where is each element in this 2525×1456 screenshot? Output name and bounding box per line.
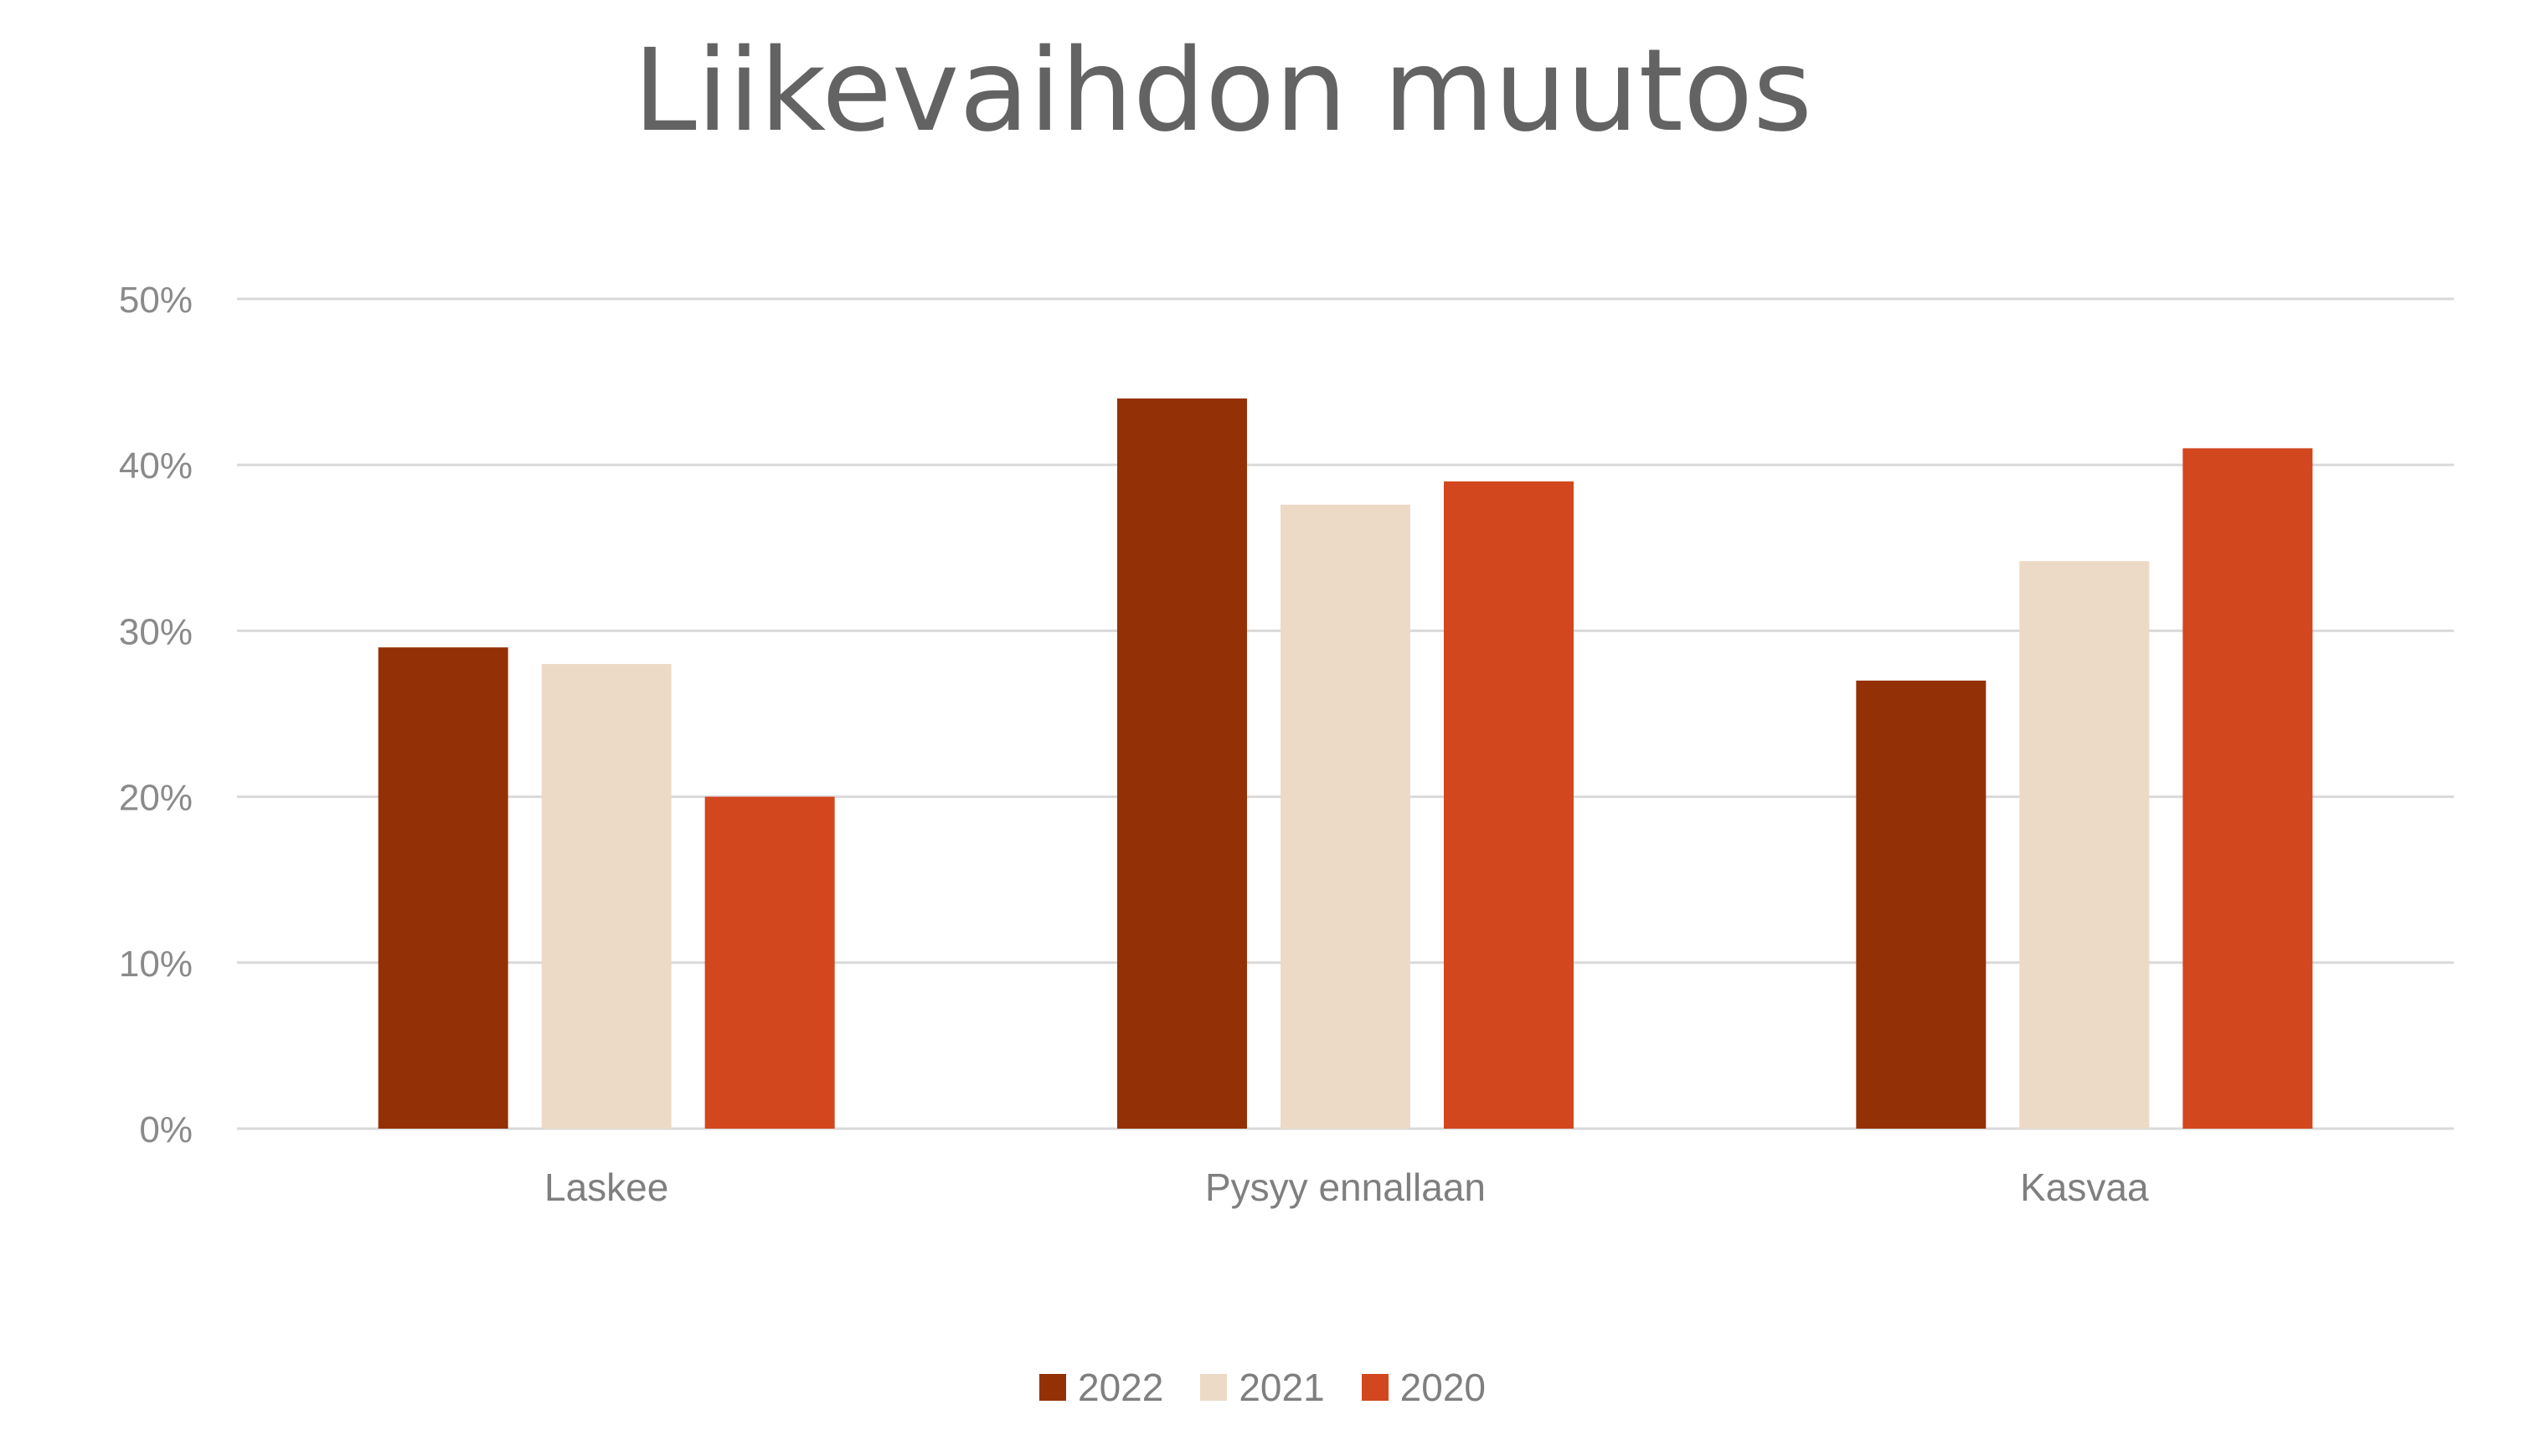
- x-tick-label: Laskee: [544, 1165, 668, 1209]
- chart-title: Liikevaihdon muutos: [633, 25, 1812, 157]
- y-tick-label: 10%: [119, 944, 193, 985]
- legend-label-2: 2020: [1399, 1366, 1487, 1409]
- bar: [1444, 481, 1574, 1129]
- bar: [1856, 680, 1987, 1129]
- legend-item-0: 2022: [1038, 1365, 1164, 1410]
- x-tick-label: Kasvaa: [2020, 1165, 2149, 1209]
- y-tick-label: 0%: [139, 1109, 193, 1150]
- bar: [541, 664, 672, 1129]
- y-tick-label: 50%: [119, 280, 193, 321]
- bar: [378, 647, 508, 1129]
- bar: [2182, 448, 2313, 1129]
- legend-label-0: 2022: [1077, 1366, 1164, 1409]
- y-tick-label: 20%: [119, 778, 193, 819]
- legend-item-1: 2021: [1200, 1365, 1325, 1410]
- legend-swatch-1: [1200, 1374, 1228, 1401]
- legend-item-2: 2020: [1361, 1365, 1487, 1410]
- bar: [704, 796, 835, 1129]
- legend: 2022 2021 2020: [0, 1365, 2525, 1410]
- legend-swatch-0: [1038, 1374, 1066, 1401]
- bar: [1117, 398, 1247, 1129]
- legend-label-1: 2021: [1239, 1366, 1325, 1409]
- bar: [1281, 504, 1410, 1129]
- x-tick-label: Pysyy ennallaan: [1205, 1165, 1486, 1209]
- y-tick-label: 40%: [119, 445, 193, 486]
- bar: [2019, 561, 2150, 1129]
- y-tick-label: 30%: [119, 611, 193, 652]
- legend-swatch-2: [1361, 1374, 1389, 1401]
